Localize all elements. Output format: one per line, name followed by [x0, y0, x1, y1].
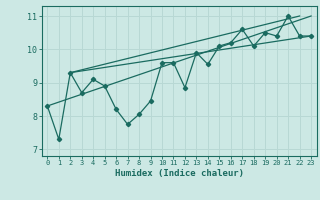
X-axis label: Humidex (Indice chaleur): Humidex (Indice chaleur) — [115, 169, 244, 178]
